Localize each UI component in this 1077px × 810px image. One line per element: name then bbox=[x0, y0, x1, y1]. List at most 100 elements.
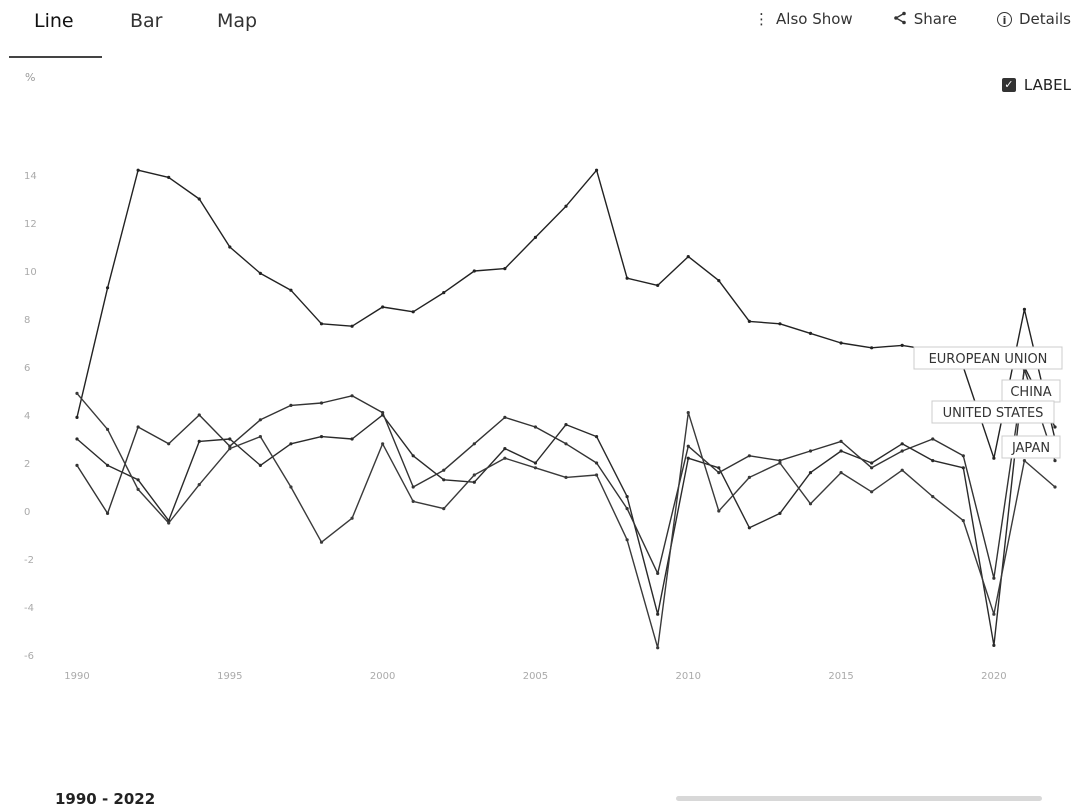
data-point bbox=[289, 442, 293, 446]
data-point bbox=[625, 495, 629, 499]
data-point bbox=[870, 490, 874, 494]
data-point bbox=[197, 197, 201, 201]
data-point bbox=[839, 439, 843, 443]
data-point bbox=[411, 310, 415, 314]
data-point bbox=[319, 435, 324, 439]
y-axis-unit-label: % bbox=[25, 71, 35, 84]
share-icon bbox=[893, 11, 907, 28]
data-point bbox=[472, 473, 476, 477]
data-point bbox=[289, 288, 293, 292]
data-point bbox=[289, 403, 293, 407]
label-toggle[interactable]: ✓ LABEL bbox=[1001, 76, 1071, 94]
tab-bar[interactable]: Bar bbox=[130, 10, 163, 32]
vertical-ellipsis-icon: ⋮ bbox=[754, 9, 770, 28]
data-point bbox=[197, 483, 201, 487]
y-tick-label: 14 bbox=[24, 171, 37, 182]
data-point bbox=[625, 538, 629, 542]
data-point bbox=[167, 442, 171, 446]
data-point bbox=[105, 463, 110, 467]
data-point bbox=[808, 502, 813, 506]
series-label-box bbox=[913, 346, 1063, 370]
data-point bbox=[350, 437, 354, 441]
tab-line[interactable]: Line bbox=[34, 10, 74, 32]
y-tick-label: 4 bbox=[24, 411, 30, 422]
data-point bbox=[442, 468, 446, 472]
data-point bbox=[350, 516, 354, 520]
data-point bbox=[381, 411, 385, 415]
series-line-japan bbox=[76, 392, 1056, 649]
x-tick-label: 2015 bbox=[828, 671, 853, 682]
data-point bbox=[197, 413, 201, 417]
active-tab-indicator bbox=[9, 56, 102, 58]
data-point bbox=[1053, 459, 1057, 463]
details-label: Details bbox=[1018, 10, 1071, 28]
data-point bbox=[167, 521, 171, 525]
series-label: CHINA bbox=[1010, 385, 1051, 400]
data-point bbox=[747, 454, 751, 458]
tab-map[interactable]: Map bbox=[217, 10, 258, 32]
series-label-box bbox=[1001, 435, 1061, 459]
data-point bbox=[503, 447, 507, 451]
data-point bbox=[289, 485, 293, 489]
data-point bbox=[533, 466, 538, 470]
data-point bbox=[656, 283, 660, 287]
data-point bbox=[870, 461, 874, 465]
data-point bbox=[839, 341, 843, 345]
data-point bbox=[992, 576, 996, 580]
data-point bbox=[778, 322, 782, 326]
toolbar-actions: ⋮ Also Show Share i Details bbox=[754, 10, 1071, 28]
x-tick-label: 2010 bbox=[676, 671, 701, 682]
data-point bbox=[136, 478, 140, 482]
data-point bbox=[411, 485, 415, 489]
data-point bbox=[992, 456, 996, 460]
data-point bbox=[870, 466, 874, 470]
data-point bbox=[656, 646, 660, 650]
share-button[interactable]: Share bbox=[893, 10, 957, 28]
data-point bbox=[381, 442, 385, 446]
data-point bbox=[778, 511, 782, 515]
data-point bbox=[686, 255, 690, 259]
share-label: Share bbox=[913, 10, 957, 28]
series-label: JAPAN bbox=[1011, 441, 1050, 456]
y-tick-label: 12 bbox=[24, 219, 37, 230]
data-point bbox=[992, 612, 996, 616]
data-point bbox=[717, 471, 721, 475]
data-point bbox=[564, 442, 568, 446]
data-point bbox=[778, 461, 782, 465]
data-point bbox=[228, 245, 232, 249]
data-point bbox=[625, 507, 629, 511]
data-point bbox=[105, 286, 110, 290]
data-point bbox=[808, 331, 813, 335]
details-button[interactable]: i Details bbox=[996, 10, 1071, 28]
data-point bbox=[900, 442, 904, 446]
date-range-slider[interactable] bbox=[676, 796, 1042, 801]
data-point bbox=[319, 401, 324, 405]
data-point bbox=[105, 427, 110, 431]
data-point bbox=[258, 271, 262, 275]
label-toggle-text: LABEL bbox=[1023, 76, 1071, 94]
data-point bbox=[105, 511, 110, 515]
data-point bbox=[594, 168, 599, 172]
data-point bbox=[900, 468, 904, 472]
data-point bbox=[75, 437, 79, 441]
data-point bbox=[472, 480, 476, 484]
data-point bbox=[686, 456, 690, 460]
y-tick-label: 2 bbox=[24, 459, 30, 470]
data-point bbox=[442, 291, 446, 295]
data-point bbox=[228, 437, 232, 441]
series-line-united-states bbox=[76, 368, 1056, 579]
data-point bbox=[136, 425, 140, 429]
data-point bbox=[533, 461, 538, 465]
also-show-button[interactable]: ⋮ Also Show bbox=[754, 10, 853, 28]
data-point bbox=[228, 444, 232, 448]
y-tick-label: 8 bbox=[24, 315, 30, 326]
data-point bbox=[656, 612, 660, 616]
data-point bbox=[808, 449, 813, 453]
data-point bbox=[961, 454, 965, 458]
data-point bbox=[717, 466, 721, 470]
data-point bbox=[442, 507, 446, 511]
data-point bbox=[686, 444, 690, 448]
series-label-box bbox=[931, 400, 1055, 424]
x-tick-label: 2020 bbox=[981, 671, 1006, 682]
data-point bbox=[533, 235, 538, 239]
